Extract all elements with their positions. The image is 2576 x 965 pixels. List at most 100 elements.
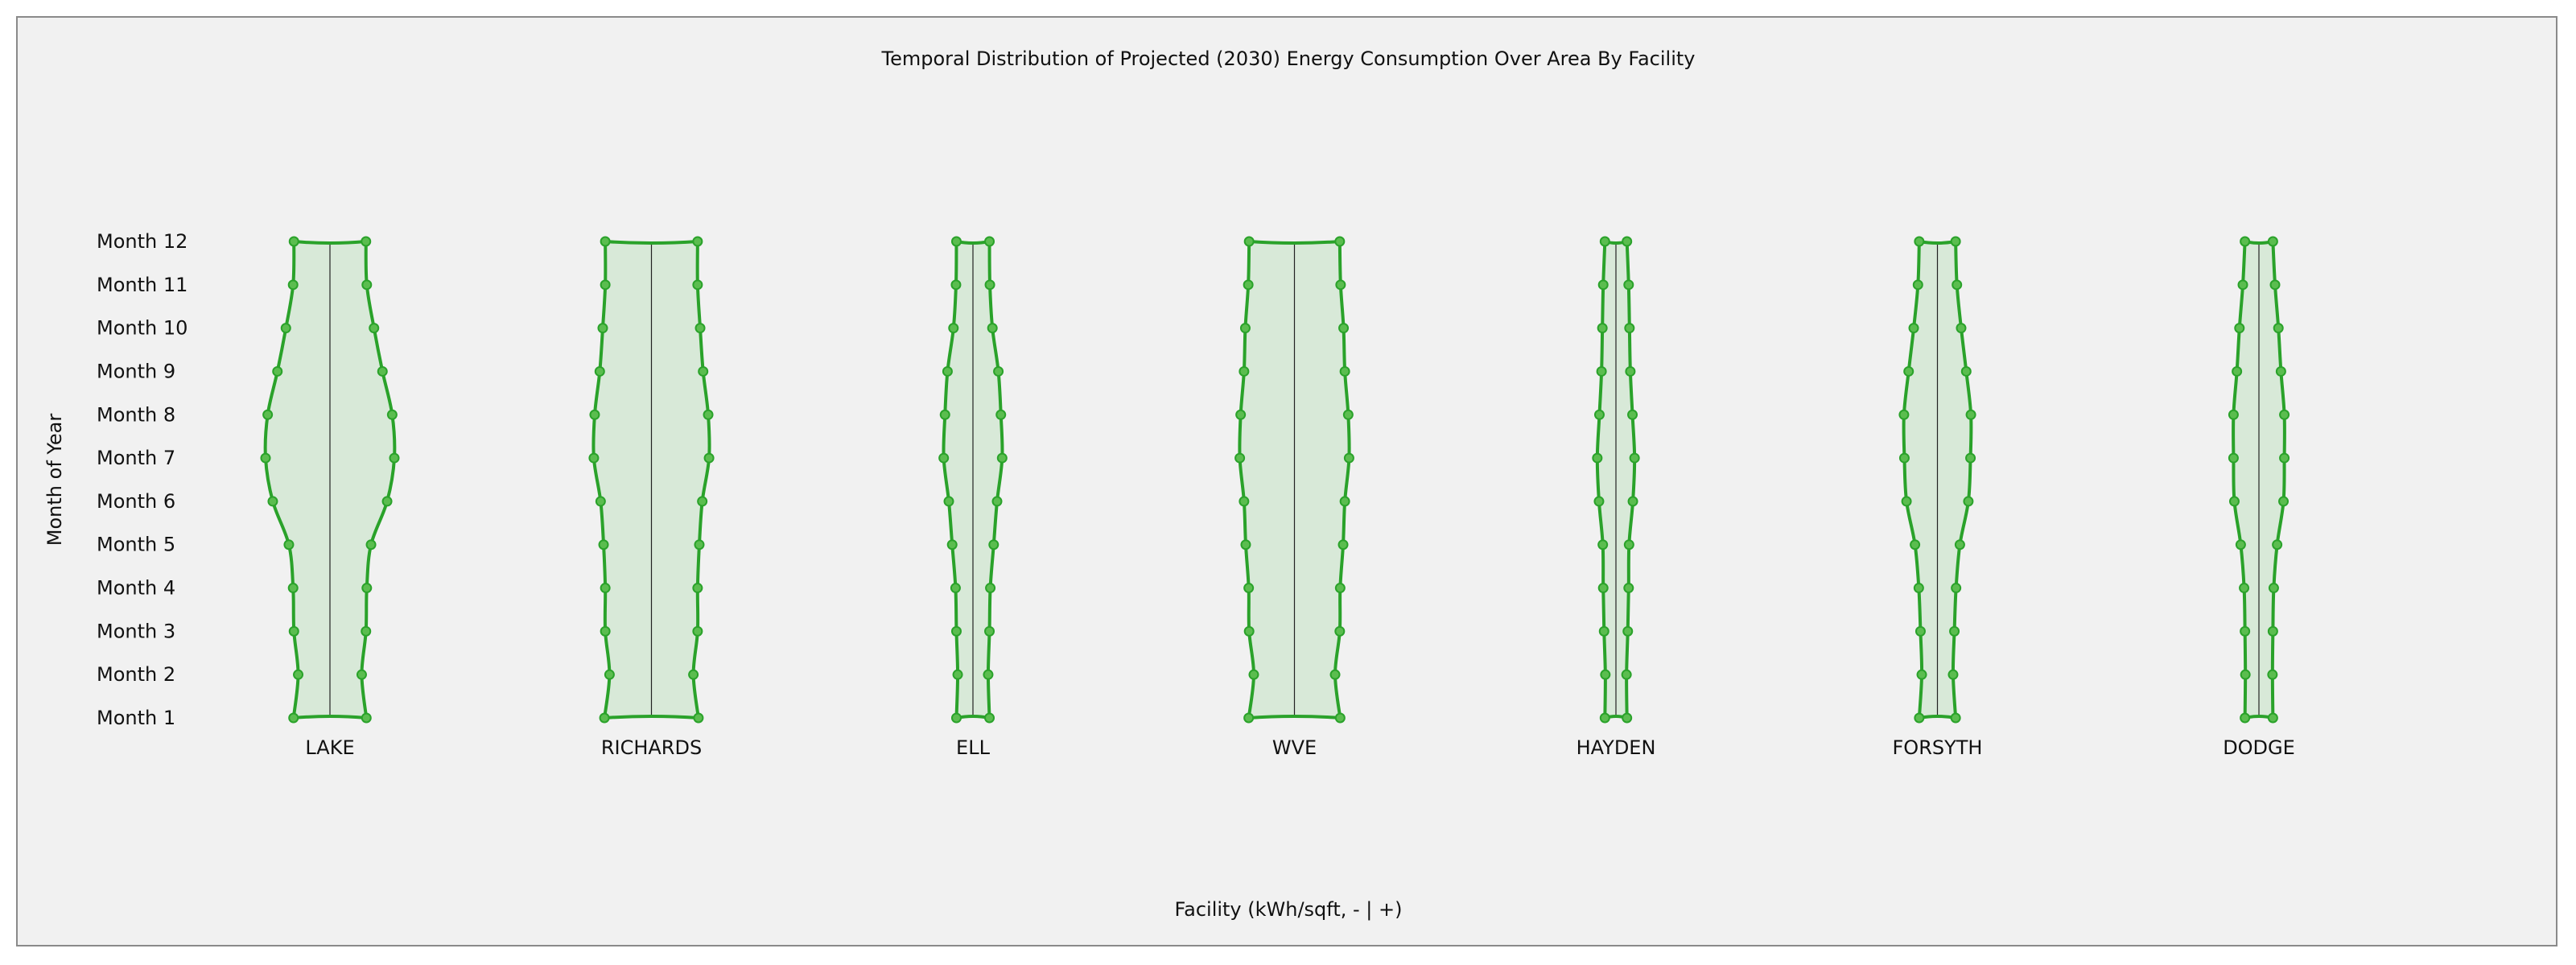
data-point [991,496,1003,507]
data-point [1599,236,1610,247]
x-tick-label: LAKE [305,736,354,759]
data-point [703,409,714,420]
data-point [1243,625,1255,637]
violin-hayden [1592,236,1640,724]
data-point [283,539,295,551]
data-point [688,669,699,680]
data-point [1235,409,1247,420]
data-point [2279,452,2290,464]
data-point [2237,279,2248,291]
data-point [288,236,299,247]
data-point [361,279,373,291]
y-tick-label: Month 11 [97,274,188,296]
data-point [2240,712,2251,724]
y-tick-label: Month 2 [97,663,175,686]
data-point [2228,452,2239,464]
data-point [1592,452,1603,464]
data-point [1952,279,1963,291]
data-point [600,236,611,247]
data-point [938,452,950,464]
data-point [1947,669,1959,680]
data-point [280,323,291,334]
data-point [984,625,995,637]
data-point [1908,323,1919,334]
data-point [1239,365,1250,377]
data-point [2228,409,2239,420]
violin-forsyth [1898,236,1976,724]
data-point [1627,409,1638,420]
data-point [287,583,299,594]
data-point [692,625,703,637]
data-point [1240,539,1251,551]
data-point [983,669,994,680]
data-point [2275,365,2286,377]
data-point [2267,669,2278,680]
data-point [984,236,995,247]
data-point [272,365,283,377]
violin-top-outline [1919,240,1956,245]
data-point [948,323,959,334]
data-point [356,669,367,680]
data-point [1903,365,1914,377]
data-point [1965,409,1976,420]
y-tick-label: Month 12 [97,230,188,253]
data-point [694,323,706,334]
data-point [1949,625,1960,637]
data-point [365,539,377,551]
data-point [694,539,705,551]
data-point [1334,583,1346,594]
data-point [1623,539,1634,551]
data-point [697,496,708,507]
data-point [1243,583,1255,594]
data-point [2240,236,2251,247]
data-point [1329,669,1341,680]
data-point [2235,539,2246,551]
data-point [1956,323,1967,334]
data-point [1912,279,1923,291]
data-point [361,712,372,724]
data-point [600,583,611,594]
violin-dodge [2228,236,2290,724]
data-point [1337,539,1349,551]
y-tick-label: Month 6 [97,490,175,513]
data-point [1627,496,1638,507]
data-point [377,365,388,377]
data-point [2269,279,2281,291]
data-point [2228,496,2240,507]
data-point [1593,496,1605,507]
data-point [361,236,372,247]
data-point [1965,452,1976,464]
data-point [369,323,380,334]
data-point [1334,712,1346,724]
data-point [952,669,963,680]
violin-richards [588,236,715,724]
data-point [260,452,271,464]
data-point [1625,365,1636,377]
data-point [599,712,610,724]
data-point [1243,279,1254,291]
data-point [589,409,600,420]
data-point [984,279,995,291]
y-tick-label: Month 8 [97,403,175,426]
data-point [950,712,962,724]
data-point [2232,365,2243,377]
data-point [1624,323,1635,334]
data-point [1914,236,1925,247]
data-point [288,625,299,637]
data-point [1243,712,1255,724]
data-point [987,323,998,334]
data-point [2272,539,2283,551]
data-point [2278,496,2290,507]
data-point [1339,365,1350,377]
data-point [1597,539,1609,551]
data-point [1914,712,1925,724]
y-tick-label: Month 7 [97,447,175,469]
data-point [1597,583,1609,594]
y-tick-label: Month 5 [97,534,175,556]
data-point [597,323,608,334]
data-point [267,496,278,507]
data-point [1963,496,1974,507]
data-point [946,539,958,551]
data-point [1598,625,1609,637]
violin-top-outline [294,240,366,245]
